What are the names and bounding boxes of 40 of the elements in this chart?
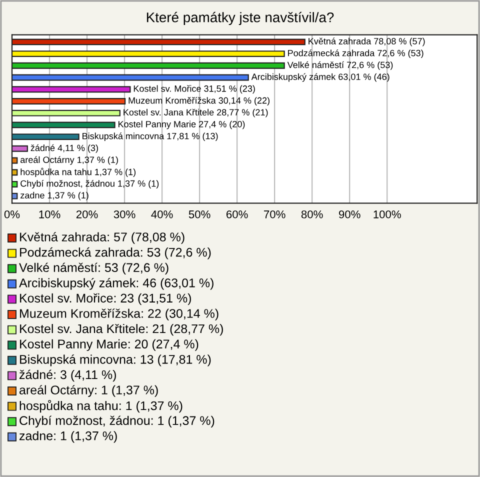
text: Kostel sv. Jana Křtitele: 21 (28,77 %) (20, 324, 223, 336)
data-label: Květná zahrada 78,08 % (57) (308, 38, 425, 46)
data-label: Biskupská mincovna 17,81 % (13) (82, 132, 218, 142)
x-tick-label: 60% (226, 210, 248, 218)
chart-title: Které památky jste navštívil/a? (146, 12, 334, 26)
data-label: Kostel sv. Mořice 31,51 % (23) (134, 85, 255, 94)
data-label: žádné 4,11 % (3) (30, 144, 98, 153)
data-label: Podzámecká zahrada 72,6 % (53) (288, 50, 424, 58)
text: Podzámecká zahrada: 53 (72,6 %) (20, 247, 211, 260)
x-tick-label: 80% (301, 210, 323, 218)
data-label: areál Octárny 1,37 % (1) (20, 156, 118, 165)
x-tick-label: 40% (151, 210, 173, 218)
text: Muzeum Kroměřížska: 22 (30,14 %) (20, 308, 218, 320)
x-tick-label: 20% (76, 210, 98, 218)
text: Biskupská mincovna: 13 (17,81 %) (20, 354, 211, 366)
x-tick-label: 0% (4, 210, 20, 218)
x-tick-label: 30% (114, 210, 136, 218)
text: Květná zahrada: 57 (78,08 %) (20, 232, 184, 244)
data-label: zadne 1,37 % (1) (20, 192, 88, 200)
data-label: hospůdka na tahu 1,37 % (1) (20, 168, 136, 177)
text: hospůdka na tahu: 1 (1,37 %) (20, 400, 182, 413)
x-tick-label: 90% (338, 210, 360, 218)
data-label: Kostel sv. Jana Křtitele 28,77 % (21) (124, 108, 268, 118)
text: žádné: 3 (4,11 %) (20, 370, 116, 382)
text: areál Octárny: 1 (1,37 %) (20, 385, 158, 397)
x-tick-label: 50% (188, 210, 210, 218)
data-label: Kostel Panny Marie 27,4 % (20) (118, 120, 245, 130)
data-label: Chybí možnost, žádnou 1,37 % (1) (20, 180, 159, 188)
text: Chybí možnost, žádnou: 1 (1,37 %) (20, 416, 214, 428)
x-tick-label: 10% (39, 210, 60, 218)
text: Kostel sv. Mořice: 23 (31,51 %) (20, 293, 191, 306)
text: Arcibiskupský zámek: 46 (63,01 %) (19, 278, 214, 290)
x-tick-label: 100% (374, 210, 401, 218)
text: zadne: 1 (1,37 %) (20, 431, 117, 443)
data-label: Arcibiskupský zámek 63,01 % (46) (251, 73, 390, 82)
data-label: Muzeum Kroměřížska 30,14 % (22) (128, 96, 270, 106)
text: Kostel Panny Marie: 20 (27,4 %) (20, 339, 198, 351)
text: Velké náměstí: 53 (72,6 %) (19, 262, 168, 274)
x-tick-label: 70% (264, 210, 286, 218)
data-label: Velké náměstí 72,6 % (53) (287, 61, 393, 70)
